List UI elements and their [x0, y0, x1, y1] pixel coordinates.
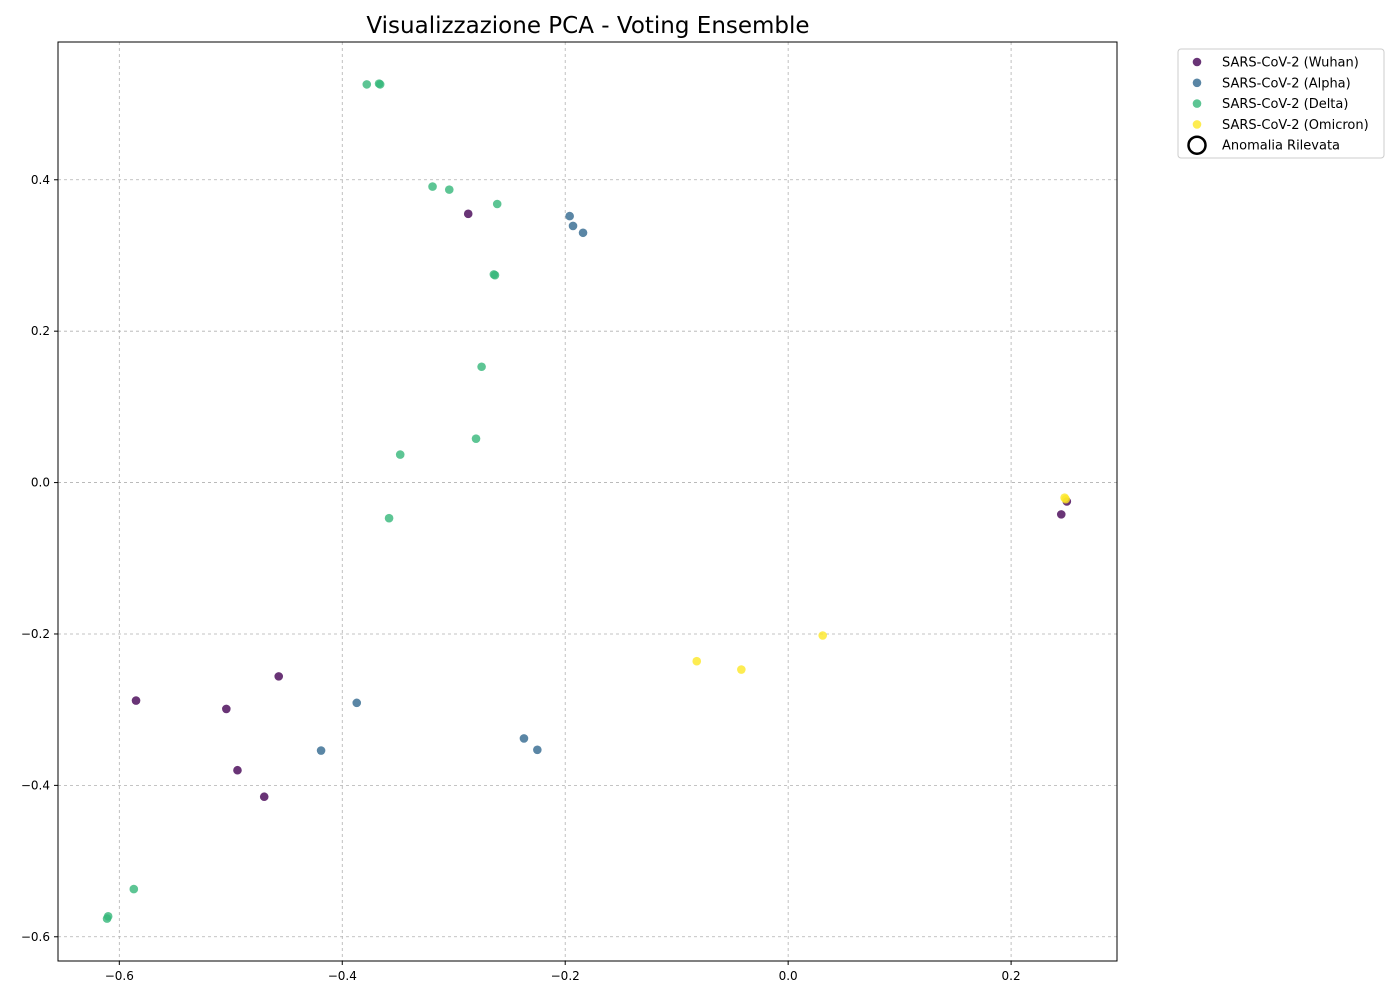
legend-marker: [1192, 78, 1202, 88]
y-tick-label: 0.2: [31, 324, 50, 338]
legend: SARS-CoV-2 (Wuhan) SARS-CoV-2 (Alpha) SARS…: [1177, 48, 1385, 159]
data-point: [444, 185, 454, 194]
data-point: [428, 182, 437, 191]
plot-frame: [57, 41, 1118, 962]
data-point: [102, 914, 112, 923]
data-point: [692, 656, 702, 666]
y-tick-label: 0.4: [31, 173, 50, 187]
y-tick-label: 0.0: [31, 476, 50, 490]
anomaly-legend-label: Anomalia Rilevata: [1222, 139, 1340, 154]
x-tick-label: −0.2: [551, 969, 580, 983]
legend-box: [1177, 48, 1385, 159]
legend-label: SARS-CoV-2 (Delta): [1222, 97, 1348, 112]
data-point: [375, 80, 385, 89]
data-point: [565, 211, 574, 221]
data-point: [1061, 494, 1071, 504]
legend-label: SARS-CoV-2 (Alpha): [1222, 76, 1351, 91]
legend-marker: [1192, 120, 1202, 129]
data-point: [490, 270, 500, 280]
x-tick-label: −0.6: [105, 969, 134, 983]
data-point: [395, 450, 405, 459]
data-point: [222, 704, 231, 714]
data-point: [259, 792, 269, 802]
data-point: [129, 884, 139, 894]
legend-label: SARS-CoV-2 (Omicron): [1222, 118, 1369, 133]
data-point: [533, 745, 542, 755]
data-point: [568, 221, 578, 231]
data-point: [233, 765, 242, 775]
legend-marker: [1192, 57, 1202, 67]
anomaly-legend-marker: [1187, 135, 1207, 155]
legend-marker: [1192, 99, 1202, 108]
data-point: [131, 696, 141, 705]
y-tick-label: −0.4: [21, 778, 50, 792]
data-point: [519, 734, 529, 743]
x-tick-label: −0.4: [328, 969, 357, 983]
chart-title: Visualizzazione PCA - Voting Ensemble: [366, 13, 809, 39]
grid-lines: [58, 42, 1117, 961]
x-tick-label: 0.2: [1002, 969, 1021, 983]
legend-label: SARS-CoV-2 (Wuhan): [1222, 56, 1359, 71]
axes: −0.6 −0.4 −0.2 0.0 0.2 −0.6 −0.4 −0.2 0.0 0.2 0.4: [21, 173, 1021, 983]
data-point: [316, 746, 326, 755]
x-tick-label: 0.0: [779, 969, 798, 983]
data-point: [1056, 510, 1066, 519]
data-point: [384, 513, 394, 523]
data-point: [471, 434, 481, 443]
data-point: [352, 698, 362, 708]
data-point: [477, 362, 486, 372]
data-point: [362, 80, 372, 89]
y-tick-label: −0.6: [21, 930, 50, 944]
data-point: [274, 672, 284, 681]
data-point: [492, 199, 502, 209]
data-point: [818, 631, 828, 640]
data-point: [737, 665, 746, 674]
y-tick-label: −0.2: [21, 627, 50, 641]
data-point: [578, 228, 588, 238]
data-point: [463, 209, 473, 219]
data-points: [102, 79, 1072, 923]
